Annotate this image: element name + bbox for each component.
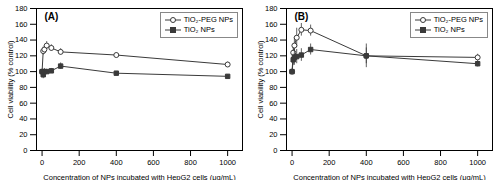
html-text:TiO₂-PEG NPs: TiO₂-PEG NPs — [183, 15, 233, 24]
svg-text:60: 60 — [269, 99, 277, 108]
svg-text:160: 160 — [15, 20, 28, 29]
svg-text:(B): (B) — [295, 11, 309, 22]
svg-text:1000: 1000 — [469, 158, 486, 167]
svg-text:40: 40 — [19, 114, 27, 123]
svg-text:0: 0 — [290, 158, 294, 167]
html-text:TiO₂-PEG NPs: TiO₂-PEG NPs — [433, 15, 483, 24]
svg-text:200: 200 — [323, 158, 336, 167]
svg-text:160: 160 — [265, 20, 278, 29]
svg-text:800: 800 — [184, 158, 197, 167]
svg-text:Concentration of NPs incubated: Concentration of NPs incubated with HepG… — [293, 173, 486, 180]
svg-text:140: 140 — [15, 35, 28, 44]
svg-text:80: 80 — [269, 83, 277, 92]
svg-text:120: 120 — [265, 51, 278, 60]
svg-text:100: 100 — [265, 67, 278, 76]
svg-text:40: 40 — [269, 114, 277, 123]
svg-text:800: 800 — [434, 158, 447, 167]
svg-text:(A): (A) — [45, 11, 59, 22]
svg-text:60: 60 — [19, 99, 27, 108]
svg-text:400: 400 — [360, 158, 373, 167]
html-text:TiO₂ NPs: TiO₂ NPs — [433, 25, 465, 34]
svg-text:140: 140 — [265, 35, 278, 44]
svg-text:180: 180 — [15, 4, 28, 13]
svg-text:Cell viability (% control): Cell viability (% control) — [6, 40, 15, 118]
svg-text:1000: 1000 — [219, 158, 236, 167]
svg-text:180: 180 — [265, 4, 278, 13]
svg-text:0: 0 — [23, 146, 27, 155]
html-text:TiO₂ NPs: TiO₂ NPs — [183, 25, 215, 34]
svg-text:400: 400 — [110, 158, 123, 167]
svg-text:0: 0 — [273, 146, 277, 155]
svg-text:600: 600 — [147, 158, 160, 167]
svg-text:80: 80 — [19, 83, 27, 92]
svg-text:100: 100 — [15, 67, 28, 76]
svg-text:120: 120 — [15, 51, 28, 60]
svg-text:Cell viability (% control): Cell viability (% control) — [256, 40, 265, 118]
svg-text:20: 20 — [269, 130, 277, 139]
svg-text:Concentration of NPs incubated: Concentration of NPs incubated with HepG… — [43, 173, 236, 180]
svg-text:20: 20 — [19, 130, 27, 139]
svg-text:0: 0 — [40, 158, 44, 167]
svg-text:600: 600 — [397, 158, 410, 167]
svg-text:200: 200 — [73, 158, 86, 167]
